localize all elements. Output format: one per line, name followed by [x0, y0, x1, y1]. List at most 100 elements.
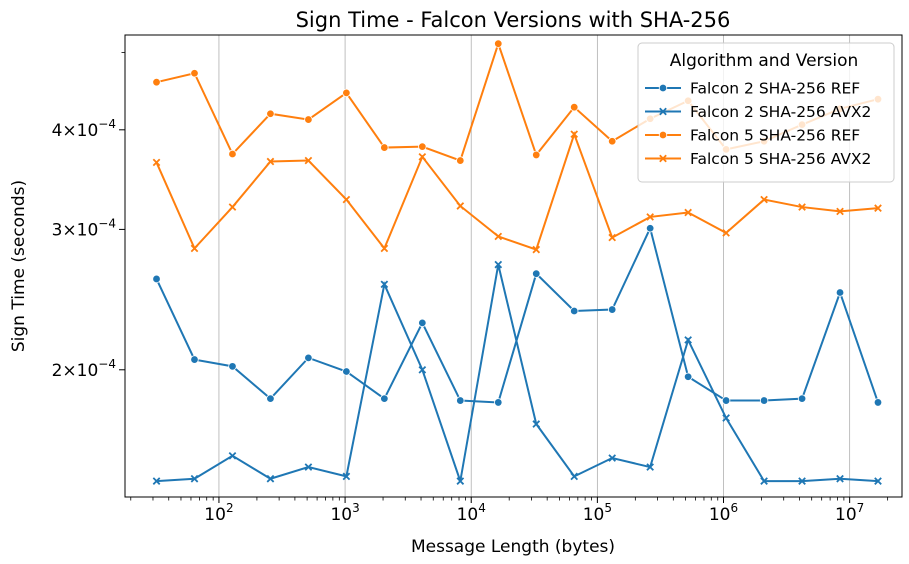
- data-point: [228, 203, 237, 211]
- legend-marker: [659, 107, 667, 116]
- data-point: [760, 195, 768, 204]
- data-point: [532, 269, 541, 278]
- y-axis-label: Sign Time (seconds): [9, 180, 29, 352]
- data-point: [494, 398, 503, 407]
- data-point: [418, 142, 427, 151]
- series-line: [156, 264, 879, 483]
- data-point: [152, 158, 161, 167]
- data-point: [494, 39, 503, 48]
- plot-frame: [124, 34, 903, 498]
- data-point: [721, 396, 731, 405]
- data-point: [646, 213, 655, 221]
- data-point: [266, 109, 275, 118]
- legend-marker: [658, 83, 668, 93]
- data-point: [418, 318, 427, 328]
- data-point: [494, 232, 503, 241]
- data-point: [607, 305, 617, 314]
- data-point: [380, 394, 389, 403]
- legend-entry: Falcon 5 SHA-256 AVX2: [645, 150, 871, 168]
- x-tick-label: 104: [457, 501, 486, 525]
- y-tick-label: 4×10−4: [52, 117, 116, 141]
- data-point: [190, 474, 199, 483]
- data-point: [608, 233, 617, 242]
- data-point: [228, 451, 237, 460]
- data-point: [570, 102, 579, 112]
- data-point: [760, 477, 768, 485]
- data-point: [836, 207, 844, 216]
- legend: Algorithm and Version Falcon 2 SHA-256 R…: [637, 42, 895, 183]
- data-point: [152, 77, 161, 87]
- data-point: [532, 245, 541, 254]
- data-point: [342, 472, 351, 481]
- data-point: [190, 244, 199, 253]
- data-point: [190, 355, 199, 364]
- data-point: [418, 152, 427, 161]
- data-point: [835, 288, 845, 297]
- legend-label: Falcon 5 SHA-256 AVX2: [690, 150, 871, 168]
- legend-label: Falcon 2 SHA-256 AVX2: [690, 103, 871, 121]
- data-point: [456, 202, 465, 210]
- data-point: [645, 224, 655, 233]
- data-point: [152, 477, 161, 485]
- data-point: [380, 143, 389, 152]
- data-point: [304, 353, 313, 363]
- series-1: [152, 224, 883, 407]
- data-point: [836, 474, 844, 483]
- y-tick-label: 3×10−4: [52, 216, 116, 240]
- legend-marker: [658, 130, 668, 140]
- data-point: [342, 88, 351, 98]
- legend-title: Algorithm and Version: [670, 51, 859, 71]
- x-axis-label: Message Length (bytes): [411, 537, 615, 557]
- data-point: [266, 394, 275, 403]
- data-point: [456, 396, 465, 405]
- chart-title: Sign Time - Falcon Versions with SHA-256: [296, 8, 731, 32]
- x-tick-label: 103: [330, 501, 359, 525]
- legend-box: [637, 42, 895, 183]
- data-point: [722, 229, 730, 237]
- legend-entry: Falcon 2 SHA-256 REF: [645, 80, 860, 98]
- data-point: [152, 274, 161, 284]
- legend-label: Falcon 5 SHA-256 REF: [690, 127, 860, 145]
- data-point: [266, 157, 275, 166]
- data-point: [532, 150, 541, 160]
- data-point: [798, 203, 806, 211]
- data-point: [228, 149, 237, 159]
- data-point: [456, 477, 465, 485]
- data-point: [380, 280, 389, 289]
- data-point: [456, 156, 465, 165]
- data-point: [646, 463, 655, 471]
- legend-marker: [659, 154, 667, 163]
- data-point: [722, 414, 730, 422]
- x-tick-label: 105: [583, 501, 612, 525]
- data-point: [570, 130, 579, 138]
- data-point: [418, 365, 427, 374]
- data-point: [607, 137, 617, 146]
- legend-entries: Falcon 2 SHA-256 REF Falcon 2 SHA-256 AVX…: [645, 80, 871, 168]
- data-point: [570, 306, 579, 316]
- data-point: [759, 396, 769, 405]
- tick-layer: 102 103 104 105 106 107 2×10−4 3×10−4 4×10−4: [52, 52, 889, 525]
- series-line: [155, 131, 879, 251]
- x-tick-label: 106: [709, 501, 738, 525]
- x-tick-label: 102: [204, 501, 233, 525]
- data-point: [228, 362, 237, 371]
- x-tick-label: 107: [835, 501, 864, 525]
- data-point: [532, 420, 541, 428]
- data-point: [874, 477, 882, 485]
- legend-entry: Falcon 2 SHA-256 AVX2: [645, 103, 871, 121]
- series-line: [155, 225, 879, 404]
- data-point: [874, 204, 882, 212]
- data-point: [304, 115, 313, 124]
- series-2: [152, 260, 882, 485]
- data-point: [304, 463, 313, 471]
- data-point: [797, 394, 807, 403]
- series-4: [152, 130, 882, 254]
- legend-label: Falcon 2 SHA-256 REF: [690, 80, 860, 98]
- data-point: [342, 195, 351, 204]
- data-point: [683, 372, 693, 381]
- data-point: [494, 260, 503, 269]
- data-point: [570, 472, 579, 481]
- data-point: [304, 156, 313, 165]
- data-point: [684, 208, 692, 217]
